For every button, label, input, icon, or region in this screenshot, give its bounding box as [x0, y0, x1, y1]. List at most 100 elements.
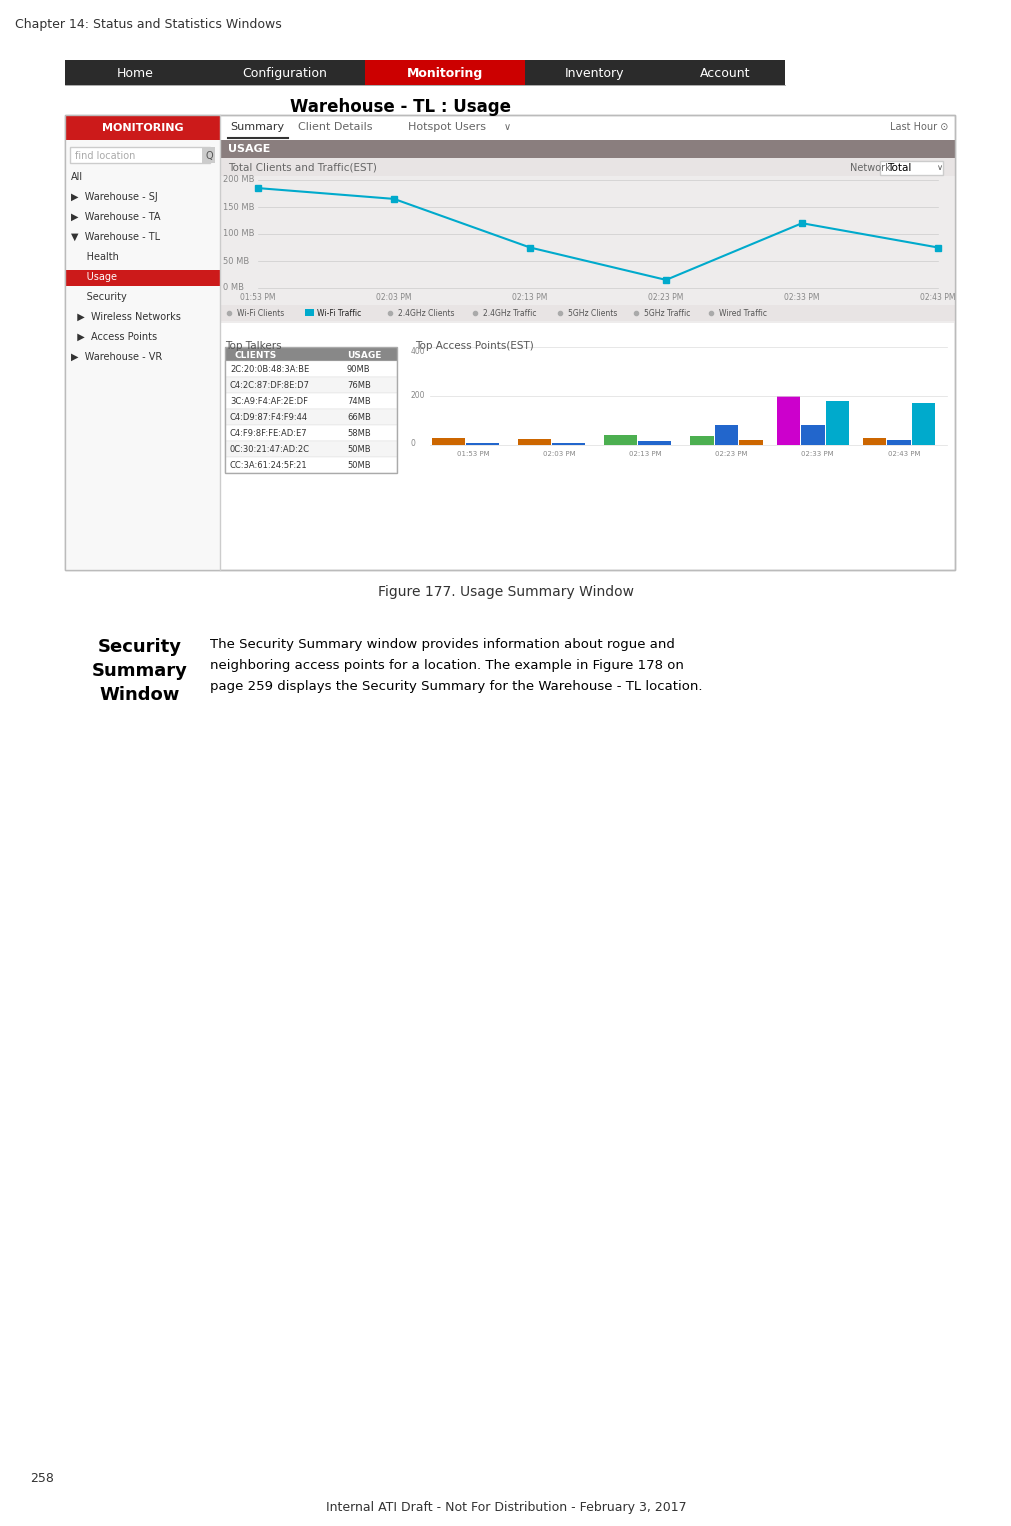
Text: ▶  Warehouse - VR: ▶ Warehouse - VR — [71, 353, 162, 362]
Text: 02:33 PM: 02:33 PM — [801, 452, 833, 456]
Text: Figure 177. Usage Summary Window: Figure 177. Usage Summary Window — [378, 584, 633, 600]
Bar — [887, 439, 910, 446]
Text: Account: Account — [699, 67, 749, 79]
Text: 02:33 PM: 02:33 PM — [784, 293, 819, 302]
Text: Security: Security — [98, 638, 182, 656]
Text: 2C:20:0B:48:3A:BE: 2C:20:0B:48:3A:BE — [229, 365, 309, 374]
Bar — [224, 426, 396, 441]
Bar — [65, 114, 219, 571]
Bar — [911, 403, 934, 446]
Bar — [690, 436, 714, 446]
Text: find location: find location — [75, 151, 135, 162]
Text: Internal ATI Draft - Not For Distribution - February 3, 2017: Internal ATI Draft - Not For Distributio… — [326, 1500, 685, 1514]
Bar — [224, 362, 396, 377]
Text: Total Clients and Traffic(EST): Total Clients and Traffic(EST) — [227, 163, 376, 172]
Text: 400: 400 — [410, 346, 426, 356]
Bar — [880, 162, 942, 175]
Text: MONITORING: MONITORING — [101, 124, 183, 133]
Text: 58MB: 58MB — [347, 429, 370, 438]
Bar — [714, 426, 738, 446]
Text: All: All — [71, 172, 83, 182]
Text: 02:23 PM: 02:23 PM — [648, 293, 683, 302]
Text: ▶  Wireless Networks: ▶ Wireless Networks — [71, 311, 181, 322]
Text: 66MB: 66MB — [347, 412, 370, 421]
Bar — [224, 456, 396, 473]
Bar — [862, 438, 886, 446]
Text: Last Hour ⊙: Last Hour ⊙ — [889, 122, 947, 133]
Text: 0C:30:21:47:AD:2C: 0C:30:21:47:AD:2C — [229, 444, 309, 453]
Text: 02:23 PM: 02:23 PM — [715, 452, 747, 456]
Text: 76MB: 76MB — [347, 380, 370, 389]
Text: 2.4GHz Clients: 2.4GHz Clients — [397, 308, 454, 317]
Bar — [224, 346, 396, 473]
Text: Wired Traffic: Wired Traffic — [719, 308, 766, 317]
Text: Top Talkers: Top Talkers — [224, 340, 281, 351]
Text: Security: Security — [71, 291, 126, 302]
Text: Configuration: Configuration — [243, 67, 328, 79]
Text: Window: Window — [100, 687, 180, 703]
Text: Home: Home — [116, 67, 154, 79]
Text: 50MB: 50MB — [347, 461, 370, 470]
Text: C4:F9:8F:FE:AD:E7: C4:F9:8F:FE:AD:E7 — [229, 429, 307, 438]
Text: 02:03 PM: 02:03 PM — [542, 452, 575, 456]
Text: 2.4GHz Traffic: 2.4GHz Traffic — [482, 308, 536, 317]
Text: 0 MB: 0 MB — [222, 284, 244, 293]
Text: 3C:A9:F4:AF:2E:DF: 3C:A9:F4:AF:2E:DF — [229, 397, 307, 406]
Text: Health: Health — [71, 252, 118, 262]
Text: USAGE: USAGE — [227, 143, 270, 154]
Bar — [305, 308, 314, 316]
Bar — [825, 401, 848, 446]
Bar — [65, 270, 219, 285]
Text: Inventory: Inventory — [565, 67, 624, 79]
Text: 02:13 PM: 02:13 PM — [512, 293, 547, 302]
Text: Total: Total — [886, 163, 911, 172]
Text: Monitoring: Monitoring — [406, 67, 482, 79]
Bar — [205, 60, 365, 85]
Text: page 259 displays the Security Summary for the Warehouse - TL location.: page 259 displays the Security Summary f… — [210, 681, 702, 693]
Text: CLIENTS: CLIENTS — [235, 351, 277, 360]
Text: Summary: Summary — [229, 122, 284, 133]
Text: CC:3A:61:24:5F:21: CC:3A:61:24:5F:21 — [229, 461, 307, 470]
Bar — [739, 439, 762, 446]
Bar — [219, 159, 954, 175]
Text: ▶  Warehouse - TA: ▶ Warehouse - TA — [71, 212, 161, 221]
Bar — [224, 409, 396, 426]
Bar — [65, 114, 954, 571]
Text: 50 MB: 50 MB — [222, 256, 249, 266]
Text: 200: 200 — [410, 392, 425, 400]
Text: Top Access Points(EST): Top Access Points(EST) — [415, 340, 533, 351]
Text: 01:53 PM: 01:53 PM — [240, 293, 275, 302]
Text: 100 MB: 100 MB — [222, 229, 254, 238]
Bar — [604, 435, 637, 446]
Text: 90MB: 90MB — [347, 365, 370, 374]
Text: 02:13 PM: 02:13 PM — [629, 452, 661, 456]
Text: 150 MB: 150 MB — [222, 203, 254, 212]
Text: neighboring access points for a location. The example in Figure 178 on: neighboring access points for a location… — [210, 659, 683, 671]
Text: 02:43 PM: 02:43 PM — [919, 293, 954, 302]
Text: ▶  Access Points: ▶ Access Points — [71, 333, 157, 342]
Text: 258: 258 — [30, 1473, 54, 1485]
Bar — [224, 377, 396, 394]
Text: Wi-Fi Traffic: Wi-Fi Traffic — [317, 308, 361, 317]
Text: USAGE: USAGE — [347, 351, 381, 360]
Text: 74MB: 74MB — [347, 397, 370, 406]
Text: Wi-Fi Clients: Wi-Fi Clients — [237, 308, 284, 317]
Text: ∨: ∨ — [503, 122, 511, 133]
Bar — [801, 426, 824, 446]
Bar — [65, 60, 205, 85]
Text: Usage: Usage — [71, 272, 117, 282]
Bar — [219, 159, 954, 324]
Bar — [70, 146, 210, 163]
Text: The Security Summary window provides information about rogue and: The Security Summary window provides inf… — [210, 638, 674, 652]
Bar — [224, 394, 396, 409]
Bar — [775, 397, 800, 446]
Bar — [638, 441, 670, 446]
Text: 50MB: 50MB — [347, 444, 370, 453]
Text: 200 MB: 200 MB — [222, 175, 254, 185]
Text: Hotspot Users: Hotspot Users — [407, 122, 485, 133]
Text: 01:53 PM: 01:53 PM — [456, 452, 489, 456]
Text: 5GHz Clients: 5GHz Clients — [567, 308, 617, 317]
Bar — [219, 305, 954, 320]
Bar — [224, 346, 396, 362]
Text: ∨: ∨ — [936, 163, 942, 172]
